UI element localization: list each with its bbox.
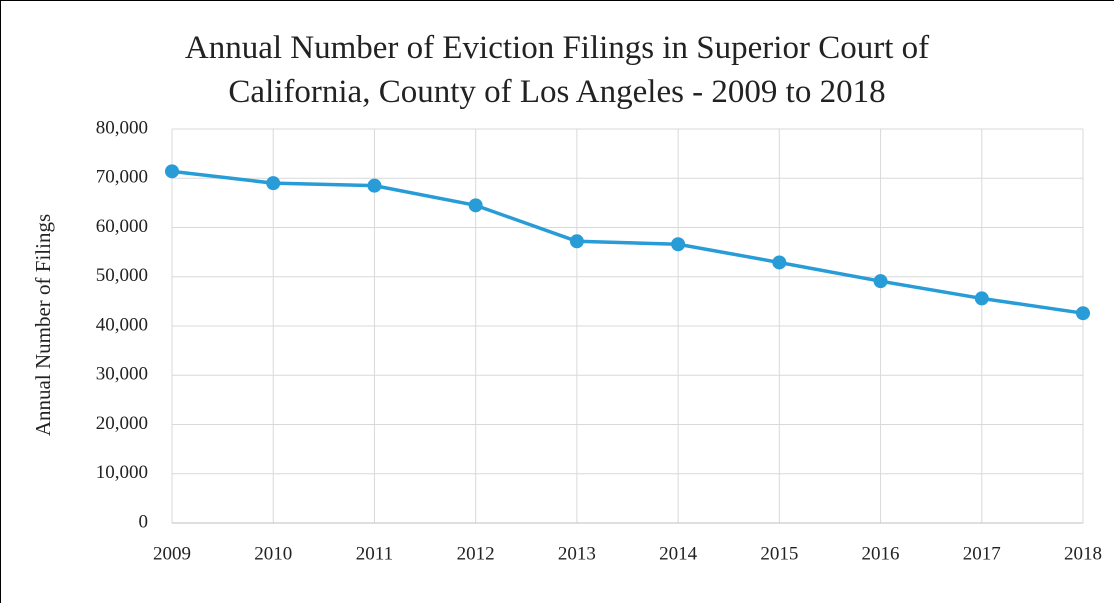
x-tick-label: 2012	[457, 543, 495, 564]
y-tick-label: 0	[139, 511, 149, 532]
x-tick-label: 2018	[1064, 543, 1102, 564]
x-tick-label: 2016	[862, 543, 900, 564]
data-point	[468, 198, 483, 213]
data-point	[569, 234, 584, 249]
y-tick-label: 30,000	[96, 364, 148, 385]
x-tick-label: 2009	[153, 543, 191, 564]
x-tick-label: 2013	[558, 543, 596, 564]
data-point	[367, 178, 382, 193]
data-point	[1076, 306, 1090, 321]
y-tick-label: 60,000	[96, 216, 148, 237]
x-tick-label: 2014	[659, 543, 698, 564]
data-point	[772, 255, 787, 270]
chart-title: Annual Number of Eviction Filings in Sup…	[184, 30, 930, 110]
y-tick-label: 40,000	[96, 314, 148, 335]
x-tick-label: 2015	[760, 543, 798, 564]
data-point	[873, 274, 888, 289]
data-point	[165, 164, 179, 179]
series-line	[171, 169, 1084, 315]
data-point	[974, 291, 989, 306]
y-tick-label: 80,000	[96, 117, 148, 138]
data-point	[671, 237, 686, 252]
x-tick-label: 2017	[963, 543, 1001, 564]
y-tick-label: 10,000	[96, 462, 148, 483]
y-tick-label: 50,000	[96, 265, 148, 286]
y-tick-label: 20,000	[96, 413, 148, 434]
y-tick-label: 70,000	[96, 167, 148, 188]
data-point	[266, 176, 281, 191]
y-axis-label: Annual Number of Filings	[31, 214, 55, 436]
x-tick-label: 2010	[254, 543, 292, 564]
x-tick-label: 2011	[356, 543, 393, 564]
